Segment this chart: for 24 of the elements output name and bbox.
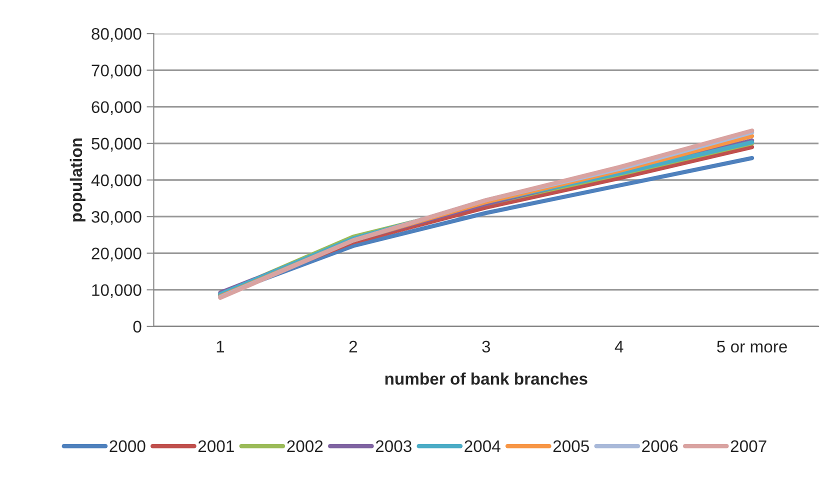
y-tick-label: 70,000: [92, 64, 142, 78]
legend-label: 2007: [730, 440, 766, 452]
legend-label: 2005: [553, 440, 589, 452]
y-tick-label: 20,000: [92, 248, 142, 262]
x-tick-label: 3: [482, 340, 490, 353]
legend-label: 2006: [642, 440, 678, 452]
legend-label: 2000: [110, 440, 146, 452]
legend-label: 2003: [376, 440, 412, 452]
y-tick-label: 80,000: [92, 28, 142, 42]
y-tick-label: 10,000: [92, 284, 142, 298]
legend-label: 2002: [287, 440, 323, 452]
y-tick-label: 40,000: [91, 174, 142, 188]
legend-label: 2001: [198, 440, 234, 452]
x-tick-label: 2: [349, 340, 357, 352]
x-tick-label: 5 or more: [717, 340, 787, 353]
y-tick-label: 50,000: [92, 138, 142, 152]
y-tick-label: 0: [133, 320, 142, 333]
y-tick-label: 30,000: [92, 211, 142, 225]
legend-label: 2004: [464, 440, 500, 452]
y-tick-label: 60,000: [92, 101, 142, 115]
x-tick-label: 4: [614, 340, 624, 352]
x-axis-title: number of bank branches: [385, 372, 588, 385]
y-axis-title: population: [70, 138, 86, 222]
x-tick-label: 1: [216, 340, 224, 352]
